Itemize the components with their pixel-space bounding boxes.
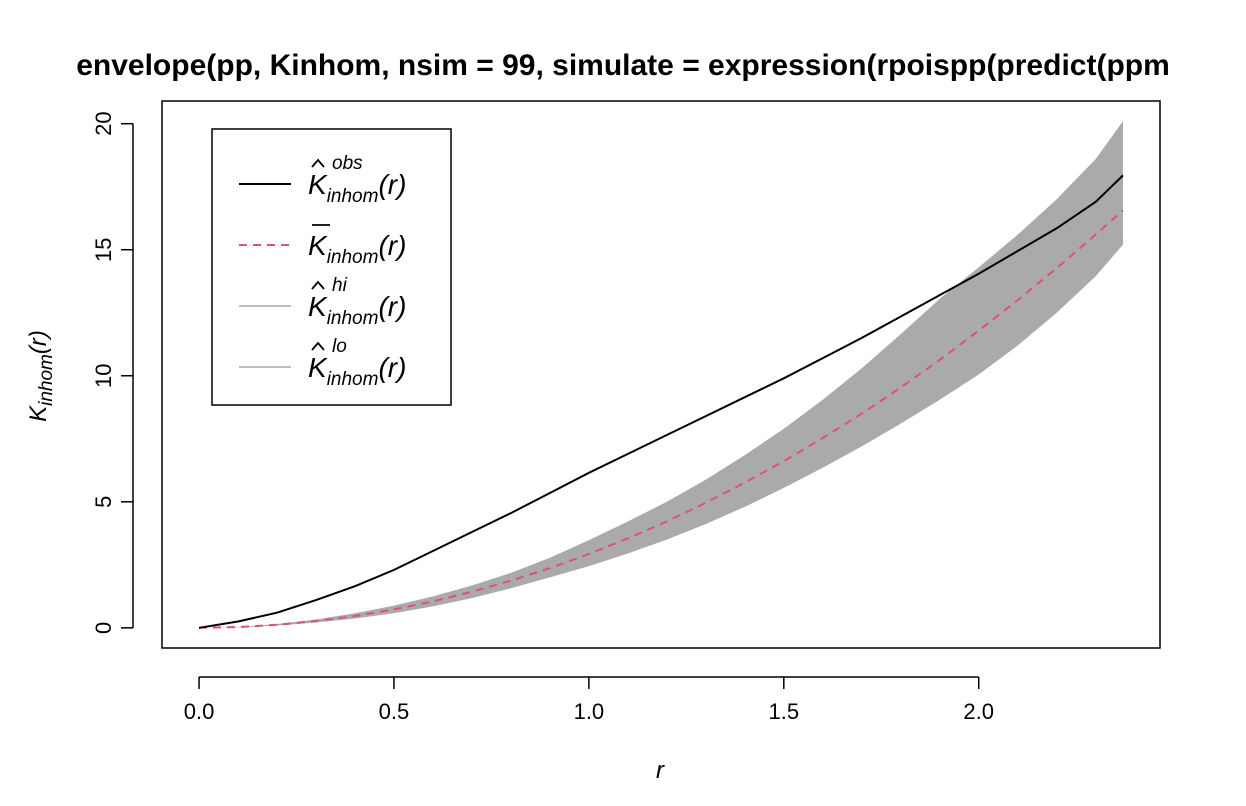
axes: 0.0 0.5 1.0 1.5 2.0 0 5 10 15 20 [91, 100, 1161, 724]
legend-main: K [308, 169, 328, 200]
x-axis-label: r [656, 757, 665, 784]
legend: Kinhom(r)obsKinhom(r)Kinhom(r)hiKinhom(r… [211, 128, 452, 406]
plot-area [198, 121, 1124, 629]
legend-sub: inhom [327, 186, 379, 207]
legend-box [211, 128, 452, 406]
y-axis-label-sub: inhom [36, 354, 57, 406]
legend-sub: inhom [327, 369, 379, 390]
legend-label-mmean: Kinhom(r) [308, 230, 406, 268]
y-tick-label: 10 [91, 364, 116, 388]
x-tick-label: 1.0 [574, 699, 605, 724]
x-tick-label: 0.0 [184, 699, 215, 724]
series-line-mmean [198, 209, 1124, 629]
legend-label-hi: Kinhom(r) [308, 291, 406, 329]
legend-sup-lo: lo [332, 336, 347, 357]
legend-main: K [308, 352, 328, 383]
legend-sup-obs: obs [332, 153, 363, 174]
legend-hat-accent [311, 280, 325, 290]
envelope-band [199, 121, 1123, 628]
legend-main: K [308, 230, 328, 261]
legend-sub: inhom [327, 308, 379, 329]
legend-suffix: (r) [378, 352, 406, 383]
legend-sub: inhom [327, 247, 379, 268]
legend-suffix: (r) [378, 169, 406, 200]
legend-suffix: (r) [378, 230, 406, 261]
x-tick-label: 1.5 [769, 699, 800, 724]
plot-frame [161, 100, 1161, 649]
legend-main: K [308, 291, 328, 322]
y-tick-label: 5 [91, 496, 116, 508]
series-line-obs [198, 174, 1124, 629]
legend-suffix: (r) [378, 291, 406, 322]
legend-label-lo: Kinhom(r) [308, 352, 406, 390]
x-tick-label: 0.5 [379, 699, 410, 724]
y-axis-label: Kinhom(r) [25, 330, 57, 422]
y-tick-label: 15 [91, 237, 116, 261]
y-axis-label-main: K [25, 405, 52, 422]
legend-hat-accent [311, 158, 325, 168]
legend-label-obs: Kinhom(r) [308, 169, 406, 207]
legend-hat-accent [311, 341, 325, 351]
x-tick-label: 2.0 [963, 699, 994, 724]
y-tick-label: 20 [91, 111, 116, 135]
y-axis-label-suffix: (r) [25, 330, 52, 354]
y-tick-label: 0 [91, 622, 116, 634]
chart-title: envelope(pp, Kinhom, nsim = 99, simulate… [76, 49, 1170, 82]
legend-sup-hi: hi [332, 275, 348, 296]
